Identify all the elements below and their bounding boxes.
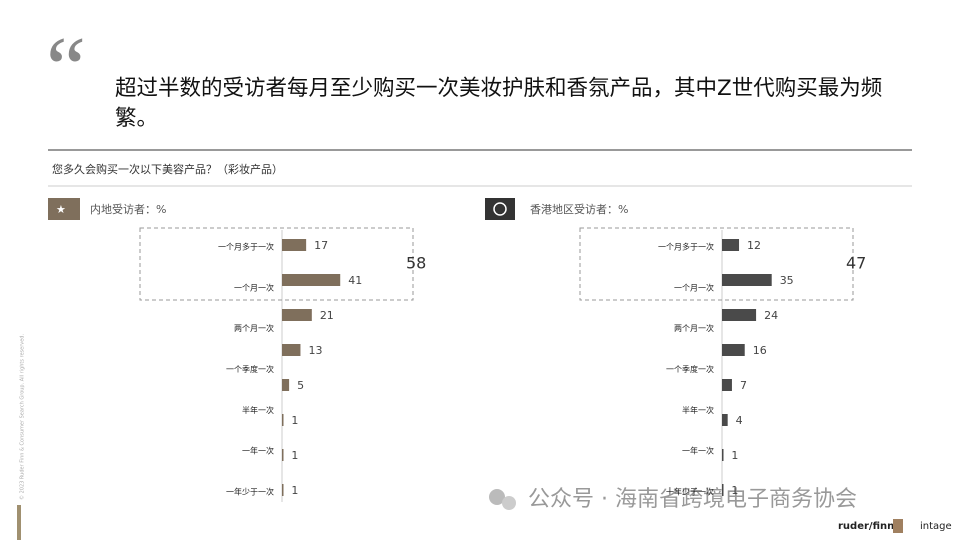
copyright: © 2023 Ruder Finn & Consumer Search Grou… <box>19 334 26 500</box>
value-label: 5 <box>297 379 304 392</box>
logo-icon <box>893 519 903 533</box>
value-label: 7 <box>740 379 747 392</box>
value-label: 13 <box>308 344 322 357</box>
bar <box>282 379 290 391</box>
bar <box>282 274 341 286</box>
value-label: 4 <box>736 414 743 427</box>
value-label: 1 <box>731 484 738 497</box>
category-label: 两个月一次 <box>234 323 274 333</box>
bar <box>282 239 307 251</box>
category-label: 一年少于一次 <box>666 487 714 497</box>
value-label: 17 <box>314 239 328 252</box>
chart-subtitle: 香港地区受访者：% <box>530 203 628 216</box>
value-label: 35 <box>780 274 794 287</box>
category-label: 一年一次 <box>242 446 274 456</box>
bar <box>722 239 740 251</box>
bar <box>282 484 284 496</box>
bar <box>722 414 728 426</box>
category-label: 一年一次 <box>682 446 714 456</box>
bar <box>722 309 757 321</box>
question: 您多久会购买一次以下美容产品？（彩妆产品） <box>52 162 283 176</box>
category-label: 一个月一次 <box>674 282 714 292</box>
quote-mark: “ <box>46 20 86 119</box>
bar <box>722 379 732 391</box>
value-label: 1 <box>291 449 298 462</box>
accent-bar <box>17 505 21 540</box>
wechat-icon <box>489 489 516 510</box>
highlight-box <box>579 227 854 301</box>
svg-text:★: ★ <box>56 203 66 216</box>
logo: intage <box>920 521 952 532</box>
category-label: 两个月一次 <box>674 323 714 333</box>
category-label: 一个季度一次 <box>666 364 714 374</box>
bar <box>722 449 724 461</box>
highlight-total: 47 <box>846 254 866 273</box>
highlight-total: 58 <box>406 254 426 273</box>
category-label: 一个月一次 <box>234 282 274 292</box>
logo: ruder/finn <box>838 521 894 532</box>
value-label: 12 <box>747 239 761 252</box>
category-label: 半年一次 <box>242 405 274 415</box>
category-label: 一年少于一次 <box>226 487 274 497</box>
value-label: 21 <box>320 309 334 322</box>
headline: 超过半数的受访者每月至少购买一次美妆护肤和香氛产品，其中Z世代购买最为频繁。 <box>115 76 883 131</box>
chart-subtitle: 内地受访者：% <box>90 202 166 216</box>
value-label: 1 <box>291 484 298 497</box>
value-label: 24 <box>764 309 778 322</box>
category-label: 一个月多于一次 <box>218 242 274 252</box>
value-label: 16 <box>753 344 767 357</box>
bar <box>282 344 301 356</box>
flag-cn: ★ <box>48 198 80 220</box>
highlight-box <box>139 227 414 301</box>
category-label: 一个季度一次 <box>226 364 274 374</box>
bar <box>282 449 284 461</box>
bar <box>722 274 772 286</box>
watermark: 公众号 · 海南省跨境电子商务协会 <box>528 487 857 512</box>
bar <box>282 309 312 321</box>
category-label: 半年一次 <box>682 405 714 415</box>
value-label: 41 <box>348 274 362 287</box>
bar <box>282 414 284 426</box>
flag-hk <box>485 198 515 220</box>
value-label: 1 <box>731 449 738 462</box>
bar <box>722 344 745 356</box>
category-label: 一个月多于一次 <box>658 242 714 252</box>
bar <box>722 484 724 496</box>
value-label: 1 <box>291 414 298 427</box>
